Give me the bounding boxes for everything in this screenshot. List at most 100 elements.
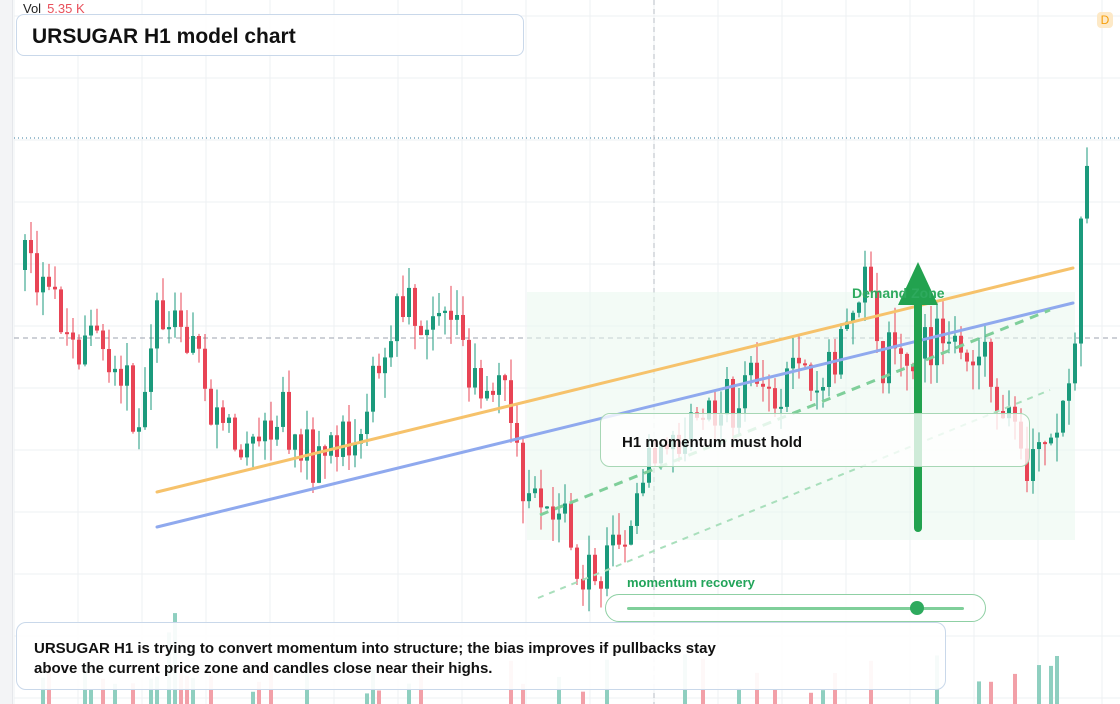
candle-body <box>455 314 459 320</box>
candle-body <box>857 302 861 313</box>
interval-badge[interactable]: D <box>1097 12 1113 28</box>
candle-body <box>923 327 927 359</box>
volume-bar <box>365 693 369 704</box>
volume-bar <box>89 689 93 704</box>
candle-body <box>635 493 639 526</box>
volume-bar <box>989 681 993 704</box>
candle-body <box>359 434 363 444</box>
candle-body <box>413 287 417 326</box>
candle-body <box>449 310 453 320</box>
momentum-note: H1 momentum must hold <box>622 434 803 451</box>
candle-body <box>239 449 243 458</box>
candle-body <box>197 336 201 349</box>
candle-body <box>1061 400 1065 433</box>
candle-body <box>293 434 297 450</box>
slider-track[interactable] <box>627 607 964 610</box>
volume-bar <box>737 688 741 704</box>
candle-body <box>827 351 831 387</box>
candle-body <box>509 380 513 423</box>
candle-body <box>299 434 303 461</box>
volume-bar <box>407 683 411 704</box>
candle-body <box>185 326 189 353</box>
candle-body <box>791 357 795 369</box>
analysis-caption: URSUGAR H1 is trying to convert momentum… <box>34 640 716 677</box>
candle-body <box>131 365 135 432</box>
candle-body <box>515 422 519 443</box>
candle-body <box>1085 165 1089 219</box>
candle-body <box>395 296 399 342</box>
analysis-caption-box: URSUGAR H1 is trying to convert momentum… <box>16 622 946 690</box>
candle-body <box>839 328 843 375</box>
candle-body <box>563 503 567 514</box>
candle-body <box>953 335 957 342</box>
volume-bar <box>155 676 159 704</box>
candle-body <box>353 443 357 456</box>
candle-body <box>803 363 807 366</box>
candle-body <box>491 390 495 395</box>
volume-bar <box>581 691 585 704</box>
candle-body <box>95 325 99 331</box>
candle-body <box>467 339 471 388</box>
candle-body <box>35 253 39 293</box>
momentum-slider[interactable] <box>605 594 986 622</box>
candle-body <box>341 421 345 457</box>
candle-body <box>485 390 489 399</box>
candle-body <box>779 406 783 409</box>
volume-bar <box>1013 673 1017 704</box>
candle-body <box>287 391 291 450</box>
candle-body <box>521 442 525 502</box>
candle-body <box>863 266 867 303</box>
volume-bar <box>821 690 825 704</box>
candle-body <box>533 488 537 494</box>
candle-body <box>569 503 573 548</box>
left-scale-strip <box>0 0 13 704</box>
candle-body <box>329 435 333 456</box>
candle-body <box>581 578 585 590</box>
volume-bar <box>113 683 117 704</box>
candle-body <box>401 296 405 318</box>
candle-body <box>143 391 147 428</box>
candle-body <box>911 365 915 372</box>
candle-body <box>1007 406 1011 419</box>
candle-body <box>233 417 237 450</box>
slider-knob[interactable] <box>909 601 924 615</box>
volume-bar <box>1055 655 1059 704</box>
candle-body <box>263 420 267 442</box>
volume-bar <box>809 692 813 704</box>
candle-body <box>989 341 993 387</box>
candle-body <box>107 349 111 373</box>
candle-body <box>23 240 27 270</box>
candle-body <box>377 365 381 374</box>
candle-body <box>731 379 735 428</box>
candle-body <box>557 513 561 520</box>
candle-body <box>1073 343 1077 384</box>
candle-body <box>497 375 501 395</box>
volume-bar <box>101 678 105 704</box>
candle-body <box>869 266 873 292</box>
candle-body <box>245 443 249 458</box>
candle-body <box>1037 442 1041 450</box>
candle-body <box>785 368 789 407</box>
candle-body <box>431 316 435 330</box>
candle-body <box>1067 383 1071 401</box>
candle-body <box>473 368 477 388</box>
candle-body <box>887 332 891 384</box>
candle-body <box>203 348 207 389</box>
candle-body <box>71 332 75 340</box>
price-candles <box>23 147 1089 612</box>
candle-body <box>539 488 543 508</box>
candle-body <box>851 312 855 322</box>
candle-body <box>59 289 63 333</box>
momentum-slider-label: momentum recovery <box>627 575 755 590</box>
candle-body <box>899 348 903 354</box>
candle-body <box>1043 442 1047 445</box>
candle-body <box>251 436 255 444</box>
volume-bar <box>149 678 153 704</box>
candle-body <box>317 446 321 483</box>
candle-body <box>101 330 105 350</box>
candle-body <box>419 325 423 336</box>
candle-body <box>623 544 627 547</box>
volume-label: Vol <box>23 1 42 16</box>
candle-body <box>821 386 825 391</box>
